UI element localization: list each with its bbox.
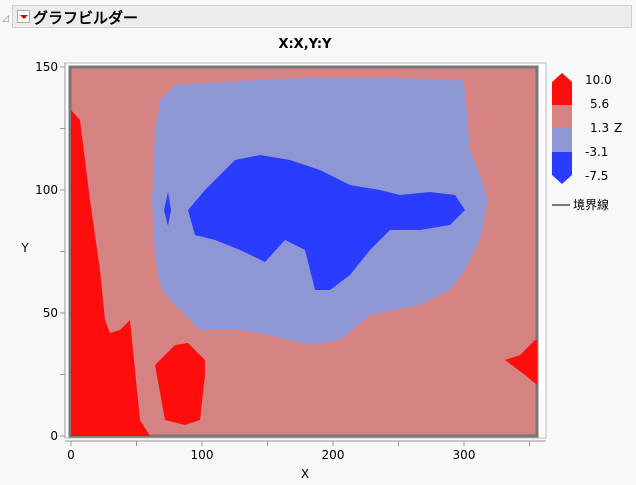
- y-tick-label: 100: [35, 183, 58, 197]
- contour-region-dark-blue-small: [164, 192, 171, 226]
- y-axis-label: Y: [20, 241, 29, 255]
- legend-level-label: 5.6: [590, 97, 609, 111]
- graph-builder-header: グラフビルダー: [12, 5, 632, 28]
- y-tick-label: 50: [43, 306, 58, 320]
- legend-boundary-label: 境界線: [573, 197, 609, 212]
- chart-title: X:X,Y:Y: [278, 37, 332, 52]
- y-tick-label: 0: [50, 429, 58, 443]
- contour-region-dark-blue: [188, 155, 465, 290]
- legend-level-label: 1.3: [590, 121, 609, 135]
- legend-level-label: -7.5: [585, 169, 608, 183]
- y-tick-label: 150: [35, 60, 58, 74]
- legend-level-label: -3.1: [585, 145, 608, 159]
- legend-level-label: 10.0: [585, 73, 612, 87]
- red-triangle-menu-icon[interactable]: [17, 10, 30, 23]
- x-tick-label: 200: [322, 448, 345, 462]
- legend-arrow-up: [552, 73, 572, 82]
- contour-region-red-left: [71, 110, 150, 436]
- contour-region-red-blob: [155, 343, 205, 425]
- x-tick-label: 100: [191, 448, 214, 462]
- legend: 10.0 5.6 1.3 Z -3.1 -7.5 境界線: [552, 73, 622, 212]
- legend-arrow-down: [552, 175, 572, 184]
- legend-z-label: Z: [614, 121, 622, 135]
- x-tick-label: 300: [453, 448, 476, 462]
- x-tick-label: 0: [67, 448, 75, 462]
- legend-swatch-blue: [552, 152, 572, 175]
- contour-region-red-right: [505, 340, 537, 385]
- legend-swatch-light-blue: [552, 128, 572, 152]
- x-axis-label: X: [301, 467, 309, 481]
- legend-swatch-pink: [552, 105, 572, 128]
- legend-swatch-red: [552, 82, 572, 105]
- disclosure-triangle-icon[interactable]: ◿: [2, 14, 9, 24]
- graph-builder-title: グラフビルダー: [33, 9, 139, 27]
